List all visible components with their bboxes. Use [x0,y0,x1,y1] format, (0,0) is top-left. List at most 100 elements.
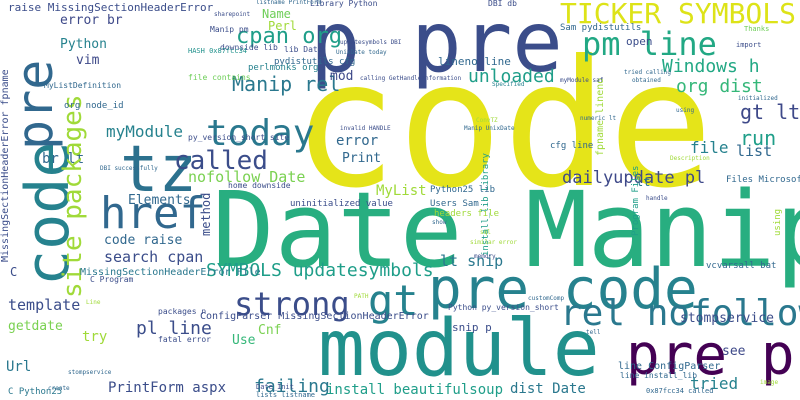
word-install-beautifulsoup: install beautifulsoup [326,382,504,398]
word-p-pre: p pre [310,0,563,91]
word-handle: numeric lt [580,115,617,122]
word-c-program: C Program [90,275,134,284]
word-updatesymbols-dbi: Specified [492,81,525,88]
word-list: list [736,142,773,160]
word-manip-rel: Manip rel [232,72,341,96]
word-0x87fcc34-called: 0x87fcc34 called [646,387,714,395]
word-elements: Elements [128,193,191,208]
word-open: open [626,35,653,48]
word-mymodule-saf: myModule saf [560,77,604,84]
word-missing-file: MissingSectionHeaderError File [80,267,261,278]
word-strong: strong [234,285,350,323]
word-calling-gethandle: calling GetHandleInformation [360,75,462,82]
word-downside-lib: downside lib [220,43,278,52]
word-raise-missing: raise MissingSectionHeaderError [8,1,214,14]
word-c-python25: C Python25 [8,387,63,397]
word-pre-vertical: pre [6,59,64,150]
word-method: method [199,192,213,236]
word-line-install-lib: line install_lib [620,371,698,380]
word-library-python: Library Python [310,0,378,8]
word-see: see [722,344,746,359]
word-lib-date: lib Date [284,45,323,54]
word-name: Name [262,7,291,21]
word-dist-date: dist Date [510,381,586,397]
word-convtz: updatesymbols DBI [340,39,402,46]
word-getdate: getdate [8,319,63,334]
word-cfg-line: cfg line [550,141,594,151]
word-python: Python [60,37,107,52]
word-unloaded: unloaded [468,66,555,87]
word-url: Url [6,359,32,375]
word-file: file [690,138,729,157]
word-numeric-lt: stompservice [68,369,112,376]
word-mod: mod [330,69,354,84]
word-line-vertical: using [773,208,783,236]
word-rel-nofollow: rel nofollow [560,293,800,334]
word-dbi-successfully: DBI successfully [100,165,158,172]
word-listname-printform: listname PrintForm [256,0,322,6]
word-perlmonks-org: perlmonks org [248,63,319,73]
word-symbols-updatesymbols: SYMBOLS updatesymbols [206,260,434,281]
word-vcvarsall-bat: vcvarsall bat [706,261,777,271]
word-tz: tz [120,133,198,207]
word-error-br: error br [60,13,123,28]
word-tried: tried [690,374,739,393]
word-vim: vim [76,53,100,68]
word-line-configparser: line ConfigParser [618,361,721,372]
word-error: error [336,133,379,149]
word-dailyupdate-pl: dailyupdate pl [562,168,706,188]
word-stompservice-small: Manip UnixDate [464,125,515,132]
word-called: called [174,146,268,176]
word-tell: sql [480,229,491,236]
word-manip-pm: Manip pm [210,25,249,34]
word-org-dist: org dist [676,76,763,97]
word-use: Use [232,333,256,348]
word-perl: Perl [268,19,297,33]
word-path: PATH [354,293,369,300]
word-missing-fpname: MissingSectionHeaderError fpname [0,69,11,262]
word-pm-line: pm line [582,25,717,63]
word-org-node-id: org node_id [64,101,124,111]
word-hash-0x87fcc34: HASH 0x87fcc34 [188,47,248,55]
word-href: href [100,188,206,239]
word-today: today [206,113,315,154]
word-cnf: Cnf [258,323,282,338]
word-search-cpan: search cpan [104,248,204,266]
word-initialized: initialized [738,95,778,102]
word-template: template [8,296,81,314]
word-stompservice: stompservice [680,311,774,326]
word-similar-error: similar error [470,239,517,246]
word-customcomp: customComp [528,295,565,302]
word-program-files: Program Files [631,165,641,236]
word-packages-n: packages n [158,307,207,316]
word-import: import [736,41,762,49]
word-sam-pydistutils: Sam pydistutils [560,23,642,33]
word-date-init: Date_Init [256,383,294,391]
word-lineno-line: lineno line [438,55,511,68]
word-gt: gt [368,276,419,325]
word-memory: handle [646,195,668,202]
word-headers-file: headers file [434,209,500,219]
word-br-lt: br lt [42,151,85,167]
word-c: C [10,265,18,279]
word-tried-calling: tried calling [624,69,671,76]
word-gt-lt: gt lt [740,100,800,124]
word-specified: Line [86,299,101,306]
word-code-giant: code [292,24,714,227]
word-config-missing: ConfigParser MissingSectionHeaderError [200,311,429,322]
word-uninitialized-value: uninitialized value [290,199,393,209]
word-windows-h: Windows h [662,56,760,77]
word-mylist: MyList [376,183,427,199]
word-python-py-version: Python py_version_short [448,303,559,312]
word-dbi-db: DBI db [488,0,517,8]
word-module: module [318,304,600,394]
word-date-manip: Date Manip [212,169,800,291]
word-file-contains: file contains [188,73,251,82]
word-failing: failing [254,376,330,397]
word-using: using [676,107,695,114]
word-cpan-org: cpan org [236,24,342,49]
word-sql: memory [474,253,496,260]
word-pre-p: pre p [626,323,795,388]
word-python25-lib: Python25 lib [430,185,496,195]
